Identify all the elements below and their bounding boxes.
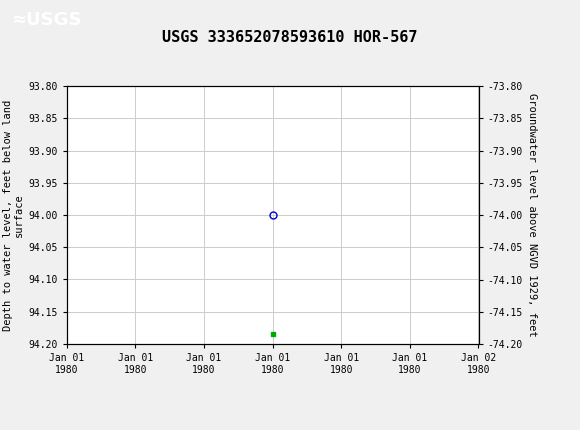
Text: USGS 333652078593610 HOR-567: USGS 333652078593610 HOR-567 bbox=[162, 30, 418, 45]
Y-axis label: Depth to water level, feet below land
surface: Depth to water level, feet below land su… bbox=[2, 99, 24, 331]
Text: ≈USGS: ≈USGS bbox=[12, 11, 82, 29]
Legend: Period of approved data: Period of approved data bbox=[175, 428, 370, 430]
Y-axis label: Groundwater level above NGVD 1929, feet: Groundwater level above NGVD 1929, feet bbox=[527, 93, 537, 337]
